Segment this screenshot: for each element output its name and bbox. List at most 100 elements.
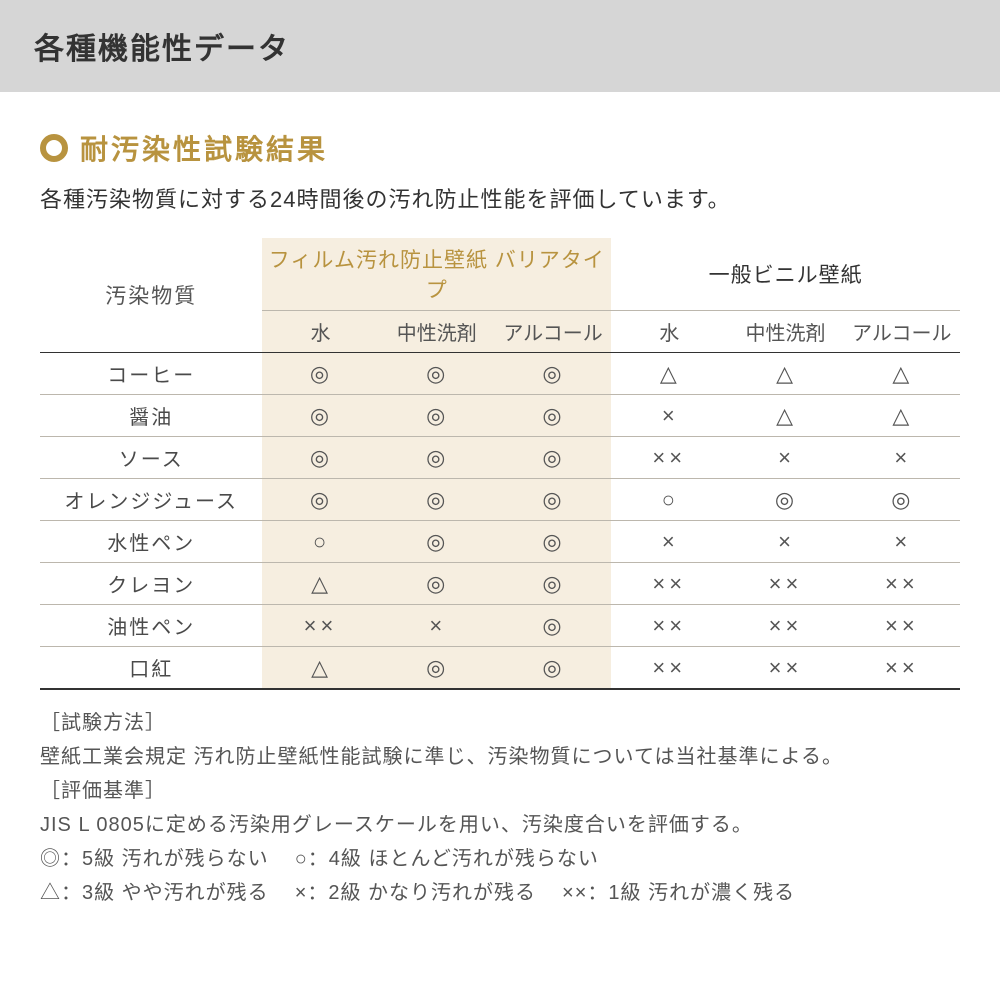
rating-cell: ◎ <box>379 353 495 395</box>
row-label: オレンジジュース <box>40 479 262 521</box>
rating-cell: × <box>844 521 960 563</box>
rating-cell: ○ <box>262 521 378 563</box>
table-row: クレヨン△◎◎×××××× <box>40 563 960 605</box>
rating-cell: ×× <box>611 647 727 690</box>
rating-symbol: ×× <box>652 655 686 680</box>
rating-symbol: ◎ <box>542 445 563 470</box>
rating-symbol: ○ <box>313 529 328 554</box>
rating-symbol: ×× <box>885 571 919 596</box>
table-row: ソース◎◎◎×××× <box>40 437 960 479</box>
rating-cell: ×× <box>611 563 727 605</box>
rating-cell: ◎ <box>727 479 843 521</box>
legend-row-1: ◎：5級 汚れが残らない ○：4級 ほとんど汚れが残らない <box>40 842 960 876</box>
row-label: 水性ペン <box>40 521 262 563</box>
rating-symbol: × <box>429 613 444 638</box>
rating-symbol: △ <box>311 571 330 596</box>
col-header-stain: 汚染物質 <box>40 238 262 353</box>
col-header-film-0: 水 <box>262 311 378 353</box>
table-row: 油性ペン×××◎×××××× <box>40 605 960 647</box>
row-label: クレヨン <box>40 563 262 605</box>
col-header-vinyl-2: アルコール <box>844 311 960 353</box>
rating-symbol: ◎ <box>426 487 447 512</box>
rating-symbol: × <box>894 445 909 470</box>
rating-cell: △ <box>844 395 960 437</box>
ring-bullet-icon <box>40 134 68 162</box>
results-table-wrap: 汚染物質 フィルム汚れ防止壁紙 バリアタイプ 一般ビニル壁紙 水 中性洗剤 アル… <box>40 238 960 690</box>
rating-symbol: ◎ <box>426 529 447 554</box>
row-label: 口紅 <box>40 647 262 690</box>
rating-symbol: × <box>778 445 793 470</box>
col-header-vinyl-1: 中性洗剤 <box>727 311 843 353</box>
col-header-film-2: アルコール <box>495 311 611 353</box>
rating-symbol: ◎ <box>310 361 331 386</box>
page-banner: 各種機能性データ <box>0 0 1000 92</box>
rating-cell: △ <box>262 563 378 605</box>
rating-symbol: ◎ <box>426 571 447 596</box>
table-row: 口紅 △ ◎ ◎ ×× ×× ×× <box>40 647 960 690</box>
rating-symbol: × <box>894 529 909 554</box>
row-label: コーヒー <box>40 353 262 395</box>
rating-symbol: △ <box>892 403 911 428</box>
rating-cell: ◎ <box>379 647 495 690</box>
table-row: 水性ペン○◎◎××× <box>40 521 960 563</box>
table-row: 醤油 ◎ ◎ ◎ × △ △ <box>40 395 960 437</box>
col-group-vinyl: 一般ビニル壁紙 <box>611 238 960 311</box>
rating-cell: × <box>611 521 727 563</box>
rating-cell: △ <box>844 353 960 395</box>
table-row: オレンジジュース◎◎◎○◎◎ <box>40 479 960 521</box>
table-row: コーヒー◎◎◎△△△ <box>40 353 960 395</box>
rating-cell: ◎ <box>495 395 611 437</box>
rating-symbol: ◎ <box>310 403 331 428</box>
rating-symbol: ◎ <box>542 403 563 428</box>
rating-cell: × <box>611 395 727 437</box>
rating-symbol: ×× <box>652 571 686 596</box>
rating-cell: ◎ <box>379 563 495 605</box>
rating-symbol: ◎ <box>310 445 331 470</box>
table-body: コーヒー◎◎◎△△△醤油◎◎◎×△△ソース◎◎◎××××オレンジジュース◎◎◎○… <box>40 353 960 690</box>
rating-cell: ◎ <box>262 353 378 395</box>
rating-symbol: ×× <box>769 613 803 638</box>
col-header-film-1: 中性洗剤 <box>379 311 495 353</box>
rating-symbol: △ <box>776 403 795 428</box>
rating-symbol: ×× <box>885 655 919 680</box>
rating-cell: △ <box>727 353 843 395</box>
rating-cell: ◎ <box>262 395 378 437</box>
rating-symbol: ◎ <box>542 361 563 386</box>
rating-symbol: ×× <box>885 613 919 638</box>
row-label: 醤油 <box>40 395 262 437</box>
rating-cell: ×× <box>844 647 960 690</box>
rating-symbol: ×× <box>652 613 686 638</box>
rating-cell: ◎ <box>495 437 611 479</box>
section-title: 耐汚染性試験結果 <box>80 128 328 168</box>
results-table: 汚染物質 フィルム汚れ防止壁紙 バリアタイプ 一般ビニル壁紙 水 中性洗剤 アル… <box>40 238 960 690</box>
rating-symbol: ◎ <box>542 487 563 512</box>
rating-cell: ◎ <box>379 395 495 437</box>
rating-cell: ×× <box>844 605 960 647</box>
section-intro: 各種汚染物質に対する24時間後の汚れ防止性能を評価しています。 <box>40 182 960 214</box>
rating-symbol: ◎ <box>426 361 447 386</box>
rating-symbol: × <box>662 403 677 428</box>
rating-cell: × <box>379 605 495 647</box>
rating-symbol: △ <box>776 361 795 386</box>
rating-symbol: ◎ <box>426 403 447 428</box>
rating-symbol: ◎ <box>891 487 912 512</box>
rating-cell: × <box>727 521 843 563</box>
rating-symbol: ◎ <box>775 487 796 512</box>
rating-cell: ×× <box>844 563 960 605</box>
rating-symbol: ×× <box>304 613 338 638</box>
rating-cell: ○ <box>611 479 727 521</box>
rating-cell: ◎ <box>844 479 960 521</box>
legend-item: ××：1級 汚れが濃く残る <box>562 876 795 910</box>
rating-symbol: ×× <box>769 655 803 680</box>
rating-cell: × <box>727 437 843 479</box>
rating-symbol: ◎ <box>542 571 563 596</box>
rating-symbol: ◎ <box>542 655 563 680</box>
rating-symbol: × <box>778 529 793 554</box>
rating-cell: ×× <box>611 437 727 479</box>
rating-cell: ◎ <box>495 647 611 690</box>
rating-cell: ◎ <box>379 437 495 479</box>
rating-cell: ◎ <box>262 437 378 479</box>
rating-symbol: △ <box>892 361 911 386</box>
rating-symbol: △ <box>311 655 330 680</box>
section-heading: 耐汚染性試験結果 <box>40 128 960 168</box>
